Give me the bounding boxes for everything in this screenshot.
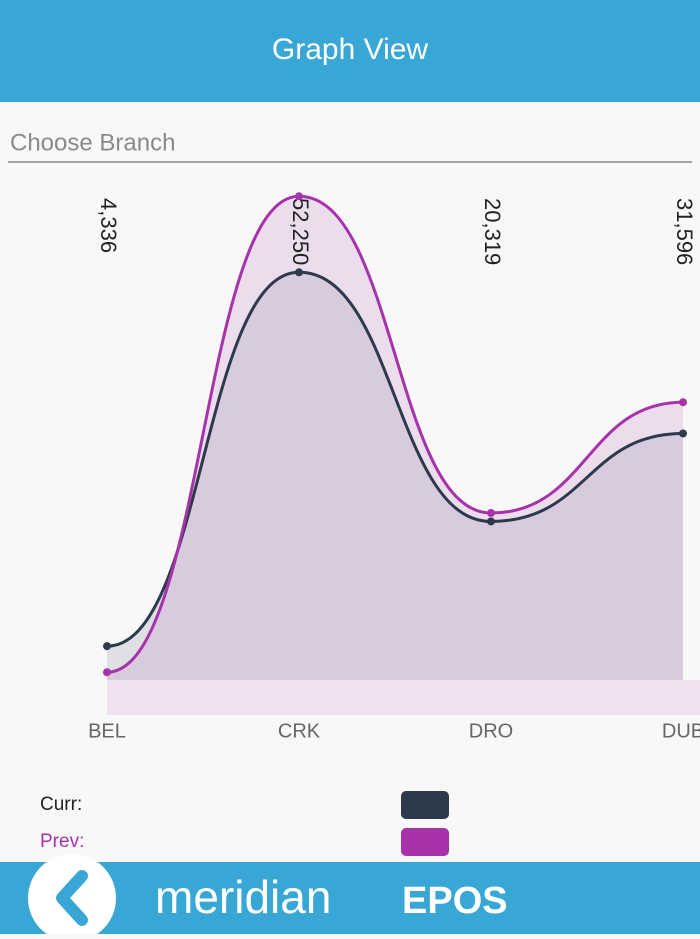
x-tick-label: CRK [278,720,321,742]
x-tick-label: BEL [88,720,126,742]
back-icon [56,870,88,926]
footer-bar [0,862,700,934]
series-line [106,270,684,648]
x-tick-label: DUB [662,720,700,742]
legend: Curr: Prev: [40,791,449,856]
value-label: 4,336 [96,198,121,253]
plot: 4,336 52,250 20,319 31,596 BEL CRK DRO DUB [88,192,700,742]
series-area [107,272,683,680]
value-label: 52,250 [288,198,313,265]
legend-swatch [401,828,449,856]
baseline-band [107,680,700,715]
data-point [679,429,687,438]
legend-label: Prev: [40,831,84,852]
brand-name: meridian [155,871,331,923]
legend-swatch [401,791,449,819]
data-point [103,642,111,651]
value-label: 31,596 [672,198,697,265]
back-button[interactable] [28,854,116,939]
data-point [103,668,111,677]
data-point [487,517,495,526]
header-bar [0,0,700,102]
data-point [487,509,495,518]
brand-bold: EPOS [402,880,508,922]
legend-label: Curr: [40,794,82,815]
series-line [106,194,684,674]
value-label: 20,319 [480,198,505,265]
data-point [295,192,303,201]
data-point [295,268,303,277]
branch-input[interactable]: Choose Branch [10,129,175,156]
data-point [679,398,687,407]
header-title: Graph View [272,33,429,66]
series-area [107,196,683,680]
x-tick-label: DRO [469,720,513,742]
